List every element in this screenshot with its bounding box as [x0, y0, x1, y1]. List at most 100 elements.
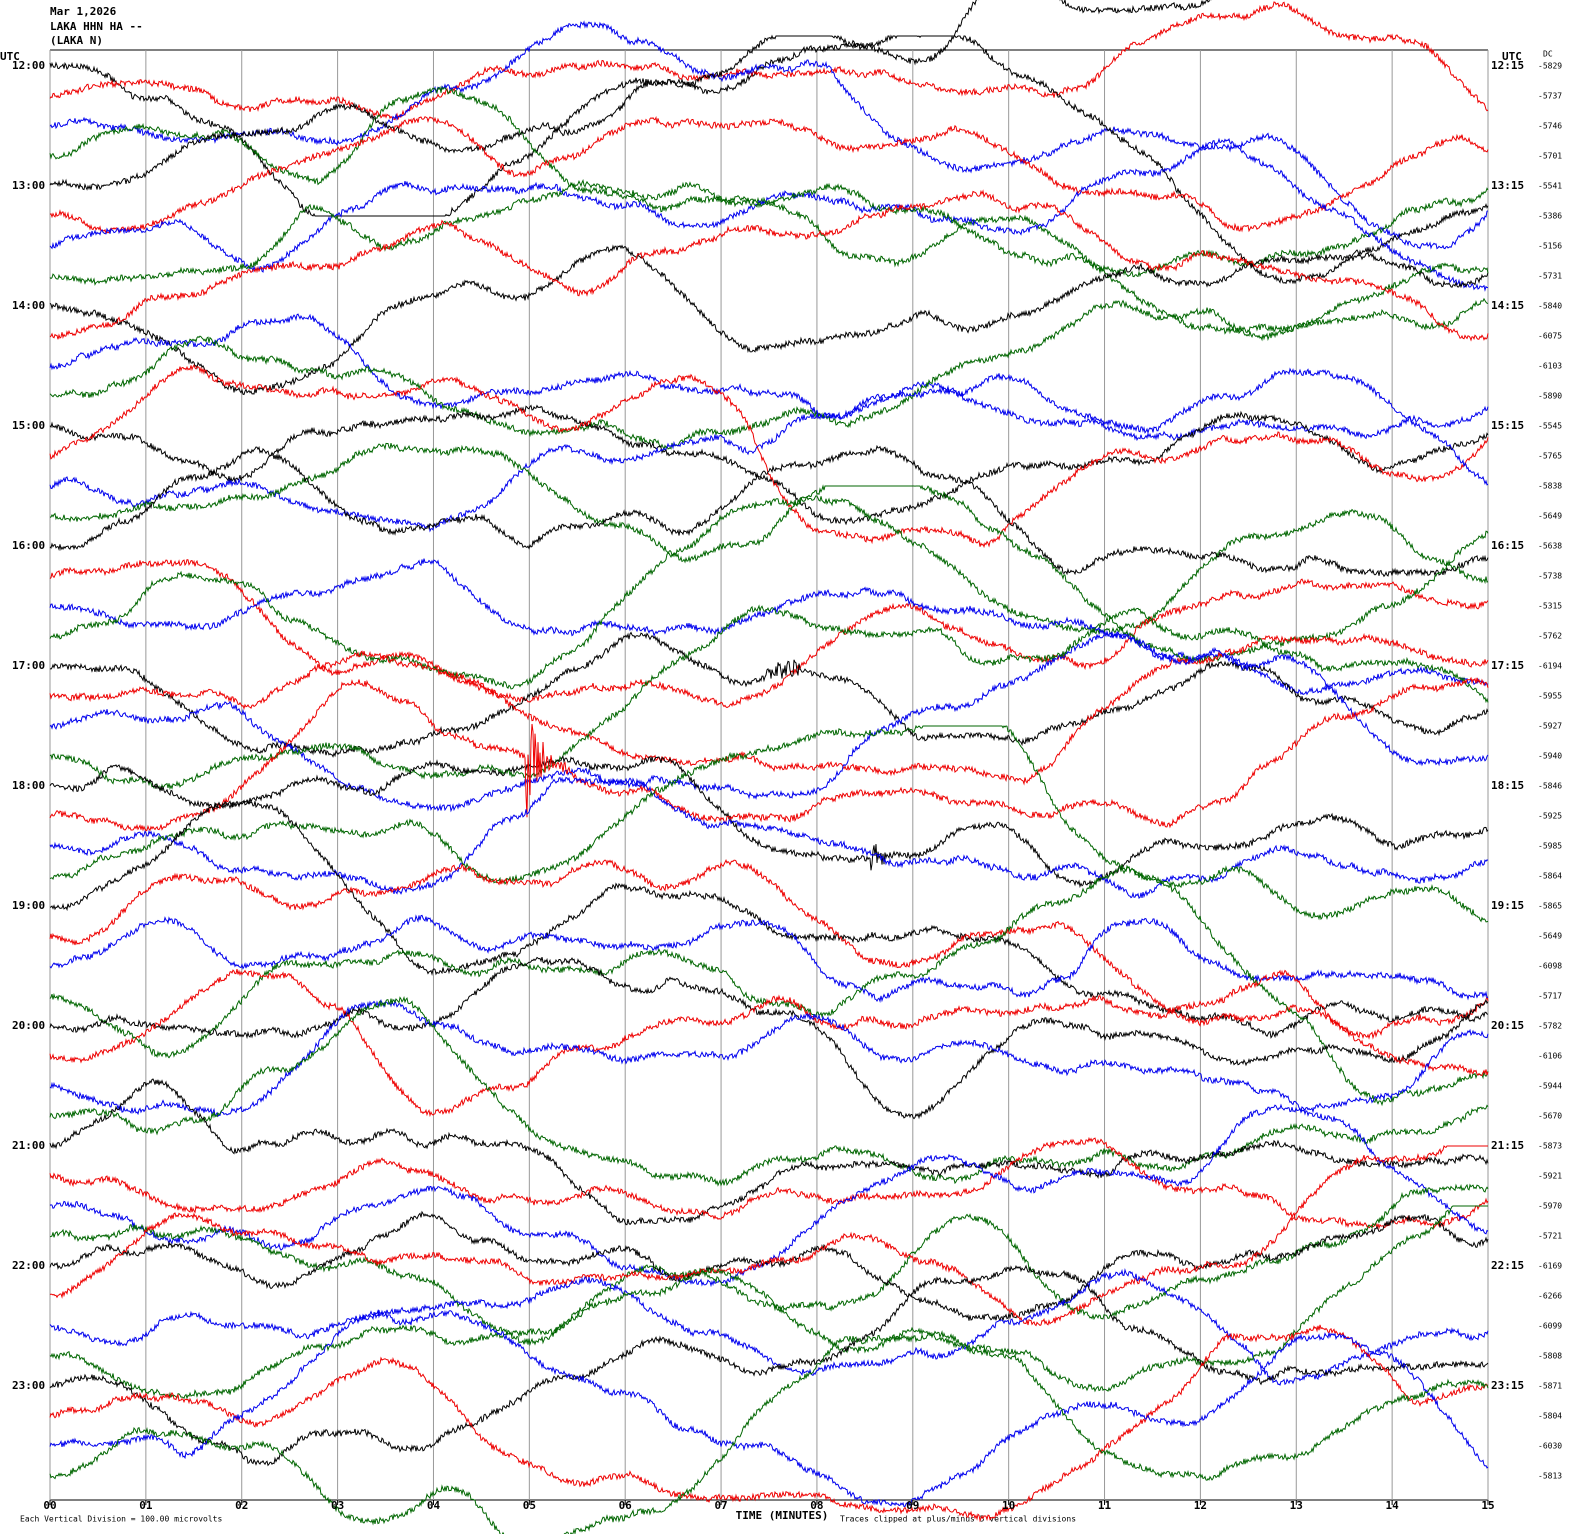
- dc-label: -5808: [1538, 1352, 1562, 1361]
- x-tick-label: 04: [427, 1499, 441, 1512]
- dc-label: -5865: [1538, 902, 1562, 911]
- right-time: 20:15: [1491, 1019, 1524, 1032]
- right-time: 22:15: [1491, 1259, 1524, 1272]
- trace: [49, 1205, 1488, 1400]
- dc-label: -5638: [1538, 542, 1562, 551]
- left-time: 17:00: [12, 659, 45, 672]
- trace: [49, 1145, 1488, 1327]
- left-time: 18:00: [12, 779, 45, 792]
- dc-label: -5864: [1538, 872, 1562, 881]
- right-time: 19:15: [1491, 899, 1524, 912]
- dc-label: -5738: [1538, 572, 1562, 581]
- dc-label: -5970: [1538, 1202, 1562, 1211]
- x-tick-label: 15: [1481, 1499, 1494, 1512]
- trace: [49, 404, 1489, 526]
- right-time: 23:15: [1491, 1379, 1524, 1392]
- dc-label: -5840: [1538, 302, 1562, 311]
- trace: [49, 776, 1489, 899]
- left-time: 16:00: [12, 539, 45, 552]
- trace: [49, 34, 1489, 285]
- dc-label: -5890: [1538, 392, 1562, 401]
- x-tick-label: 14: [1386, 1499, 1400, 1512]
- trace: [49, 724, 1489, 923]
- trace: [49, 996, 1489, 1187]
- trace: [49, 1078, 1489, 1226]
- dc-label: -5873: [1538, 1142, 1562, 1151]
- dc-label: -5649: [1538, 512, 1562, 521]
- dc-label: -5156: [1538, 242, 1562, 251]
- trace: [49, 1324, 1489, 1523]
- left-time: 13:00: [12, 179, 45, 192]
- x-tick-label: 06: [619, 1499, 633, 1512]
- right-time: 14:15: [1491, 299, 1524, 312]
- trace: [49, 1308, 1489, 1509]
- x-tick-label: 09: [906, 1499, 919, 1512]
- dc-label: -5649: [1538, 932, 1562, 941]
- x-tick-label: 08: [810, 1499, 823, 1512]
- dc-label: -5315: [1538, 602, 1562, 611]
- dc-label: -5846: [1538, 782, 1562, 791]
- trace: [49, 484, 1489, 690]
- right-time: 18:15: [1491, 779, 1524, 792]
- left-time: 19:00: [12, 899, 45, 912]
- date: Mar 1,2026: [50, 5, 117, 18]
- dc-label: -5813: [1538, 1472, 1562, 1481]
- x-tick-label: 05: [523, 1499, 536, 1512]
- trace: [49, 604, 1489, 791]
- dc-label: -6194: [1538, 662, 1562, 671]
- dc-label: -5765: [1538, 452, 1562, 461]
- dc-label: -5746: [1538, 122, 1562, 131]
- dc-label: -5386: [1538, 212, 1562, 221]
- trace: [49, 1268, 1489, 1386]
- left-axis-title: UTC: [0, 50, 20, 63]
- x-tick-label: 01: [139, 1499, 153, 1512]
- x-tick-label: 10: [1002, 1499, 1015, 1512]
- left-time: 12:00: [12, 59, 45, 72]
- trace: [49, 364, 1489, 549]
- trace: [49, 914, 1489, 1004]
- right-time: 13:15: [1491, 179, 1524, 192]
- dc-label: -5925: [1538, 812, 1562, 821]
- dc-label: -6106: [1538, 1052, 1562, 1061]
- trace: [49, 189, 1489, 342]
- dc-label: -5541: [1538, 182, 1562, 191]
- x-tick-label: 13: [1290, 1499, 1303, 1512]
- dc-label: -5670: [1538, 1112, 1562, 1121]
- trace: [49, 20, 1489, 250]
- trace: [49, 1330, 1489, 1538]
- trace: [49, 313, 1489, 442]
- left-time: 21:00: [12, 1139, 45, 1152]
- dc-label: -6098: [1538, 962, 1562, 971]
- dc-label: -5829: [1538, 62, 1562, 71]
- trace: [49, 1264, 1489, 1467]
- dc-label: -5940: [1538, 752, 1562, 761]
- trace: [49, 755, 1489, 889]
- network: (LAKA N): [50, 34, 103, 47]
- dc-label: -5838: [1538, 482, 1562, 491]
- dc-label: -6103: [1538, 362, 1562, 371]
- trace: [49, 559, 1489, 709]
- dc-title: DC: [1543, 50, 1553, 59]
- dc-label: -6075: [1538, 332, 1562, 341]
- dc-label: -6169: [1538, 1262, 1562, 1271]
- trace: [49, 998, 1489, 1118]
- trace: [49, 956, 1489, 1120]
- x-tick-label: 02: [235, 1499, 248, 1512]
- right-time: 15:15: [1491, 419, 1524, 432]
- trace: [49, 0, 1212, 217]
- left-time: 20:00: [12, 1019, 45, 1032]
- dc-label: -5782: [1538, 1022, 1562, 1031]
- clip-note: Traces clipped at plus/minus 5 vertical …: [840, 1515, 1076, 1524]
- dc-label: -5921: [1538, 1172, 1562, 1181]
- trace: [49, 115, 1489, 235]
- station: LAKA HHN HA --: [50, 20, 143, 33]
- trace: [49, 262, 1489, 451]
- dc-label: -5927: [1538, 722, 1562, 731]
- x-tick-label: 12: [1194, 1499, 1207, 1512]
- trace: [49, 367, 1489, 533]
- trace: [49, 676, 1489, 832]
- trace: [49, 632, 1489, 786]
- left-time: 23:00: [12, 1379, 45, 1392]
- trace: [49, 442, 1489, 636]
- right-time: 17:15: [1491, 659, 1524, 672]
